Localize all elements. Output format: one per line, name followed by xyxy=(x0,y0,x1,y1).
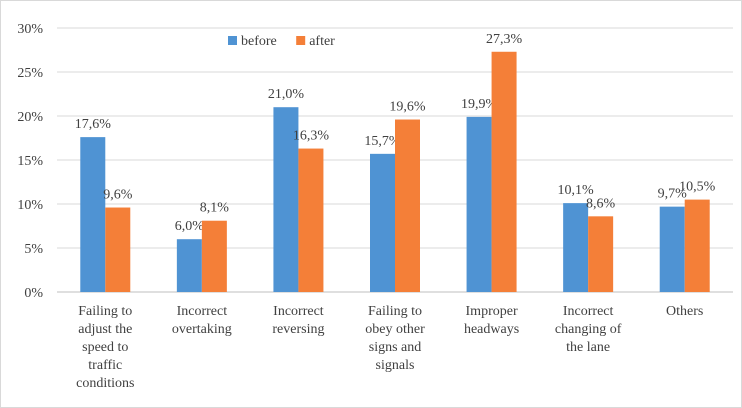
y-tick-label: 15% xyxy=(17,154,43,169)
data-label-before: 19,9% xyxy=(461,97,498,112)
category-label: Improper headways xyxy=(464,304,519,337)
category-label: Incorrect changing of the lane xyxy=(555,304,622,355)
legend-label-after: after xyxy=(309,34,335,49)
bar-before xyxy=(563,203,589,292)
legend-label-before: before xyxy=(241,34,277,49)
data-label-before: 9,7% xyxy=(658,187,688,202)
data-label-after: 8,1% xyxy=(200,201,230,216)
bar-before xyxy=(370,153,395,292)
data-label-after: 27,3% xyxy=(486,32,523,47)
legend-swatch-before xyxy=(228,36,237,45)
bar-after xyxy=(588,216,614,292)
data-label-after: 8,6% xyxy=(586,196,616,211)
bar-before xyxy=(466,116,492,292)
bar-after xyxy=(298,148,324,292)
bar-before xyxy=(176,239,202,292)
bar-after xyxy=(105,207,131,292)
data-label-before: 17,6% xyxy=(75,117,112,132)
y-tick-label: 0% xyxy=(24,286,43,301)
data-label-after: 10,5% xyxy=(679,180,716,195)
data-label-before: 15,7% xyxy=(364,134,401,149)
bar-before xyxy=(273,107,299,292)
bar-before xyxy=(659,206,685,292)
data-label-before: 6,0% xyxy=(175,219,205,234)
y-tick-label: 20% xyxy=(17,110,43,125)
y-tick-label: 25% xyxy=(17,66,43,81)
bar-after xyxy=(201,220,227,292)
category-label: Incorrect reversing xyxy=(272,304,324,337)
y-tick-label: 30% xyxy=(17,22,43,37)
y-tick-label: 10% xyxy=(17,198,43,213)
data-label-after: 9,6% xyxy=(103,188,133,203)
category-label: Others xyxy=(666,304,703,319)
legend-swatch-after xyxy=(296,36,306,45)
bar-before xyxy=(80,137,106,292)
category-label: Incorrect overtaking xyxy=(172,304,232,337)
data-label-after: 19,6% xyxy=(389,100,426,115)
data-label-before: 10,1% xyxy=(558,183,595,198)
bar-after xyxy=(395,119,420,293)
data-label-after: 16,3% xyxy=(293,129,330,144)
category-label: Failing to adjust the speed to traffic condi… xyxy=(76,304,134,391)
bar-after xyxy=(491,51,517,293)
data-label-before: 21,0% xyxy=(268,87,305,102)
bar-after xyxy=(684,199,710,292)
category-label: Failing to obey other signs and signals xyxy=(365,304,425,373)
y-tick-label: 5% xyxy=(24,242,43,257)
